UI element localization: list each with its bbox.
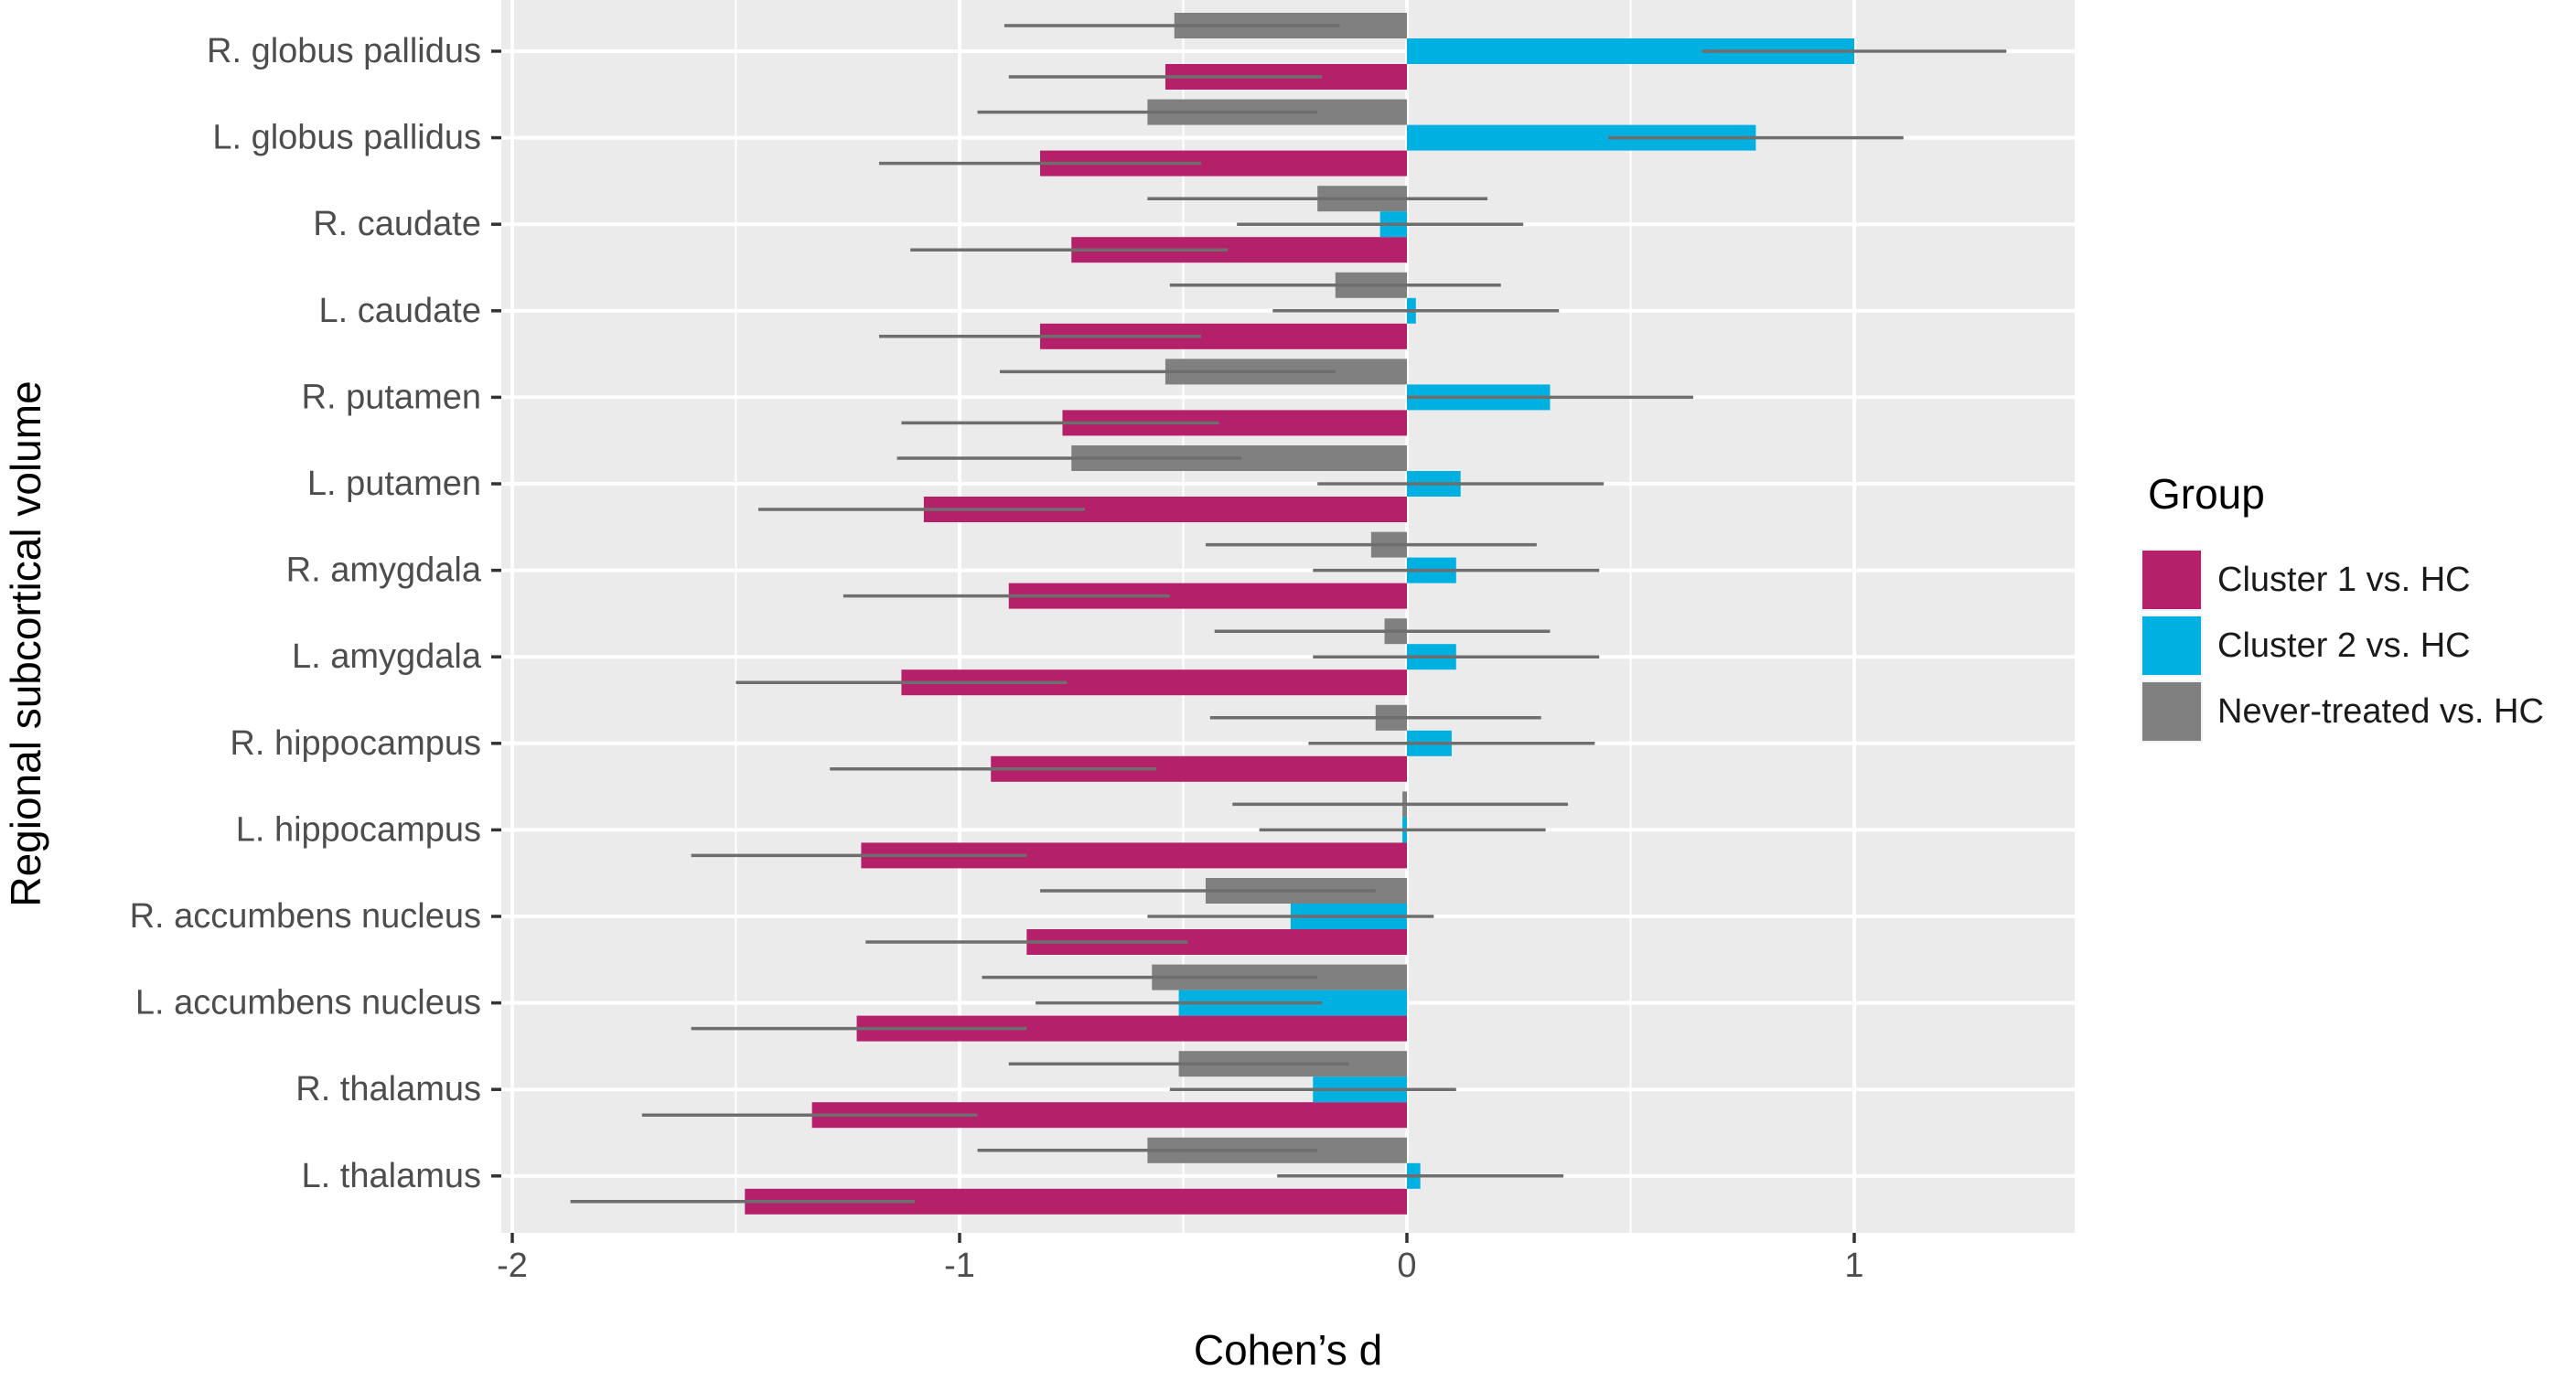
y-tick-label: R. globus pallidus bbox=[207, 32, 481, 70]
y-tick-label: R. amygdala bbox=[286, 551, 482, 590]
legend-label-cluster-2-vs-hc: Cluster 2 vs. HC bbox=[2217, 626, 2471, 665]
y-tick-label: R. hippocampus bbox=[230, 724, 481, 763]
y-tick-label: R. caudate bbox=[313, 205, 481, 243]
x-tick-label: -2 bbox=[497, 1247, 528, 1285]
legend-label-never-treated-vs-hc: Never-treated vs. HC bbox=[2217, 692, 2544, 731]
y-tick-label: L. caudate bbox=[319, 292, 481, 330]
y-tick-label: L. putamen bbox=[307, 465, 481, 503]
x-tick-label: 0 bbox=[1397, 1247, 1416, 1285]
y-tick-label: L. thalamus bbox=[302, 1157, 481, 1195]
y-tick-label: R. thalamus bbox=[295, 1070, 481, 1108]
y-tick-label: L. globus pallidus bbox=[212, 119, 481, 157]
y-tick-label: L. hippocampus bbox=[236, 810, 481, 849]
y-tick-label: R. putamen bbox=[302, 378, 481, 416]
y-tick-label: L. accumbens nucleus bbox=[135, 984, 481, 1022]
error-bars bbox=[570, 24, 2007, 1204]
axes: R. globus pallidus L. globus pallidus R. c… bbox=[130, 32, 1864, 1285]
y-axis-title: Regional subcortical volume bbox=[2, 380, 49, 906]
x-tick-label: -1 bbox=[944, 1247, 975, 1285]
x-axis-title: Cohen’s d bbox=[1194, 1326, 1382, 1374]
legend: Group Cluster 1 vs. HC Cluster 2 vs. HC Ne… bbox=[2141, 470, 2544, 743]
legend-title: Group bbox=[2148, 470, 2265, 518]
legend-swatch-never-treated-vs-hc bbox=[2142, 682, 2201, 741]
y-tick-label: R. accumbens nucleus bbox=[130, 897, 481, 936]
legend-swatch-cluster-2-vs-hc bbox=[2142, 616, 2201, 675]
panel-background bbox=[501, 0, 2075, 1233]
legend-label-cluster-1-vs-hc: Cluster 1 vs. HC bbox=[2217, 561, 2471, 599]
y-tick-label: L. amygdala bbox=[292, 637, 482, 676]
x-tick-label: 1 bbox=[1844, 1247, 1863, 1285]
legend-swatch-cluster-1-vs-hc bbox=[2142, 551, 2201, 609]
